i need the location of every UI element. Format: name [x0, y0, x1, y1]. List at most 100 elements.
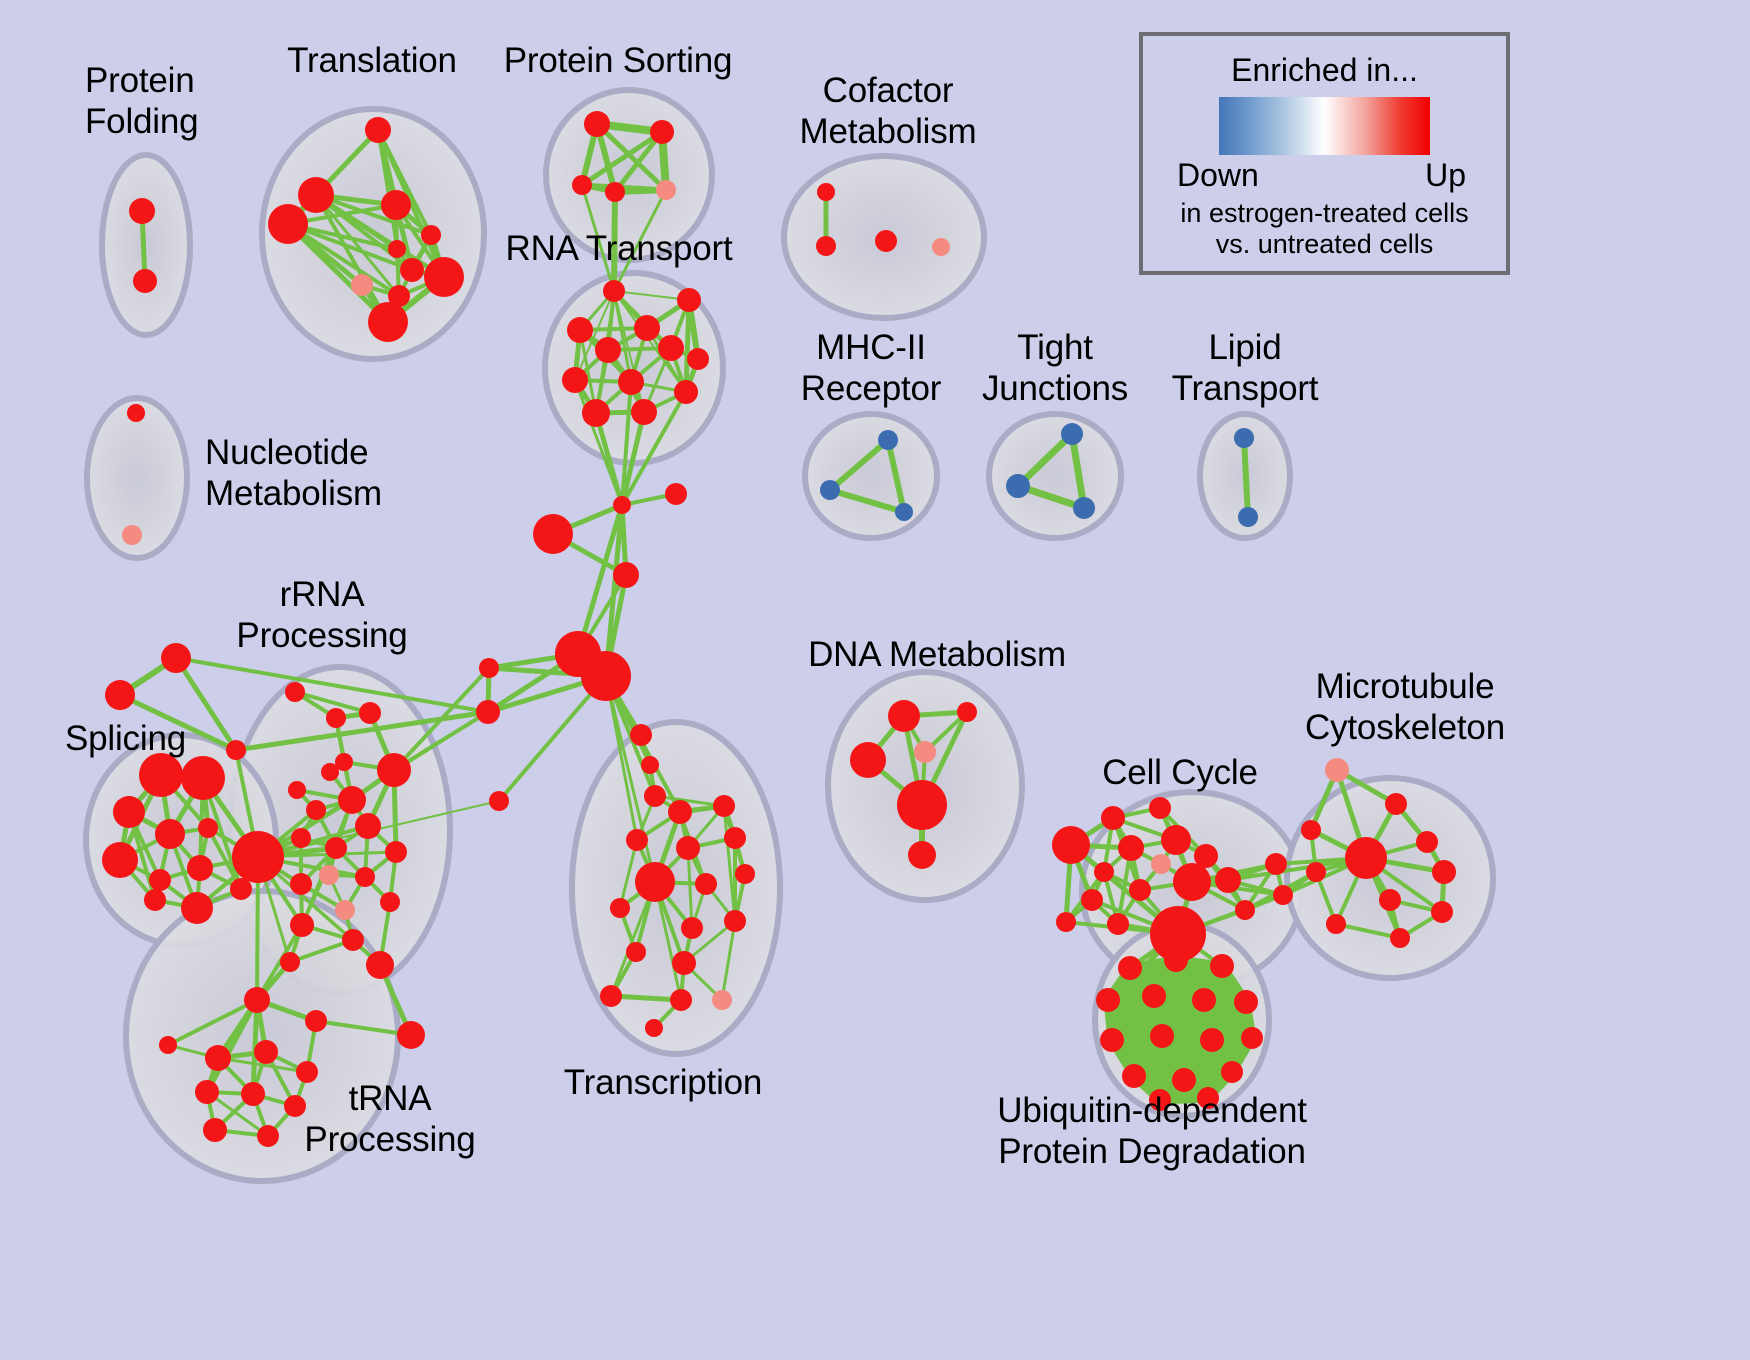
network-node[interactable] [1096, 988, 1120, 1012]
network-node[interactable] [476, 700, 500, 724]
network-node[interactable] [584, 111, 610, 137]
network-node[interactable] [1149, 797, 1171, 819]
network-node[interactable] [1326, 914, 1346, 934]
network-node[interactable] [1235, 900, 1255, 920]
network-node[interactable] [1273, 885, 1293, 905]
network-node[interactable] [241, 1082, 265, 1106]
network-node[interactable] [1197, 1087, 1219, 1109]
network-node[interactable] [1234, 428, 1254, 448]
network-node[interactable] [677, 288, 701, 312]
network-node[interactable] [1118, 956, 1142, 980]
network-node[interactable] [634, 315, 660, 341]
network-node[interactable] [144, 889, 166, 911]
network-node[interactable] [326, 708, 346, 728]
network-node[interactable] [724, 827, 746, 849]
network-node[interactable] [668, 800, 692, 824]
network-node[interactable] [1301, 820, 1321, 840]
network-node[interactable] [658, 335, 684, 361]
network-node[interactable] [735, 864, 755, 884]
network-node[interactable] [850, 742, 886, 778]
network-node[interactable] [1345, 837, 1387, 879]
network-node[interactable] [335, 900, 355, 920]
network-node[interactable] [400, 258, 424, 282]
network-node[interactable] [672, 951, 696, 975]
network-node[interactable] [1432, 860, 1456, 884]
network-node[interactable] [613, 562, 639, 588]
network-node[interactable] [298, 177, 334, 213]
network-node[interactable] [1416, 831, 1438, 853]
network-node[interactable] [489, 791, 509, 811]
network-node[interactable] [377, 753, 411, 787]
network-node[interactable] [1431, 901, 1453, 923]
network-node[interactable] [366, 951, 394, 979]
network-node[interactable] [1151, 854, 1171, 874]
network-node[interactable] [1081, 889, 1103, 911]
network-node[interactable] [1100, 1028, 1124, 1052]
network-node[interactable] [610, 898, 630, 918]
network-node[interactable] [600, 985, 622, 1007]
network-node[interactable] [695, 873, 717, 895]
network-node[interactable] [1006, 474, 1030, 498]
network-node[interactable] [321, 763, 339, 781]
network-node[interactable] [1306, 862, 1326, 882]
network-node[interactable] [1056, 912, 1076, 932]
network-node[interactable] [1073, 497, 1095, 519]
network-node[interactable] [1194, 844, 1218, 868]
network-node[interactable] [724, 910, 746, 932]
network-node[interactable] [296, 1061, 318, 1083]
network-node[interactable] [342, 929, 364, 951]
network-node[interactable] [1215, 867, 1241, 893]
network-node[interactable] [1142, 984, 1166, 1008]
network-node[interactable] [338, 786, 366, 814]
network-node[interactable] [595, 337, 621, 363]
network-node[interactable] [388, 285, 410, 307]
network-node[interactable] [665, 483, 687, 505]
network-node[interactable] [712, 990, 732, 1010]
network-node[interactable] [285, 682, 305, 702]
network-node[interactable] [424, 257, 464, 297]
network-node[interactable] [626, 829, 648, 851]
network-node[interactable] [820, 480, 840, 500]
network-node[interactable] [1210, 954, 1234, 978]
network-node[interactable] [195, 1080, 219, 1104]
network-node[interactable] [388, 240, 406, 258]
network-node[interactable] [626, 942, 646, 962]
network-node[interactable] [159, 1036, 177, 1054]
network-node[interactable] [149, 869, 171, 891]
network-node[interactable] [368, 302, 408, 342]
network-node[interactable] [385, 841, 407, 863]
network-node[interactable] [1221, 1061, 1243, 1083]
network-node[interactable] [687, 348, 709, 370]
network-node[interactable] [582, 399, 610, 427]
network-node[interactable] [635, 862, 675, 902]
network-node[interactable] [105, 680, 135, 710]
network-node[interactable] [1325, 758, 1349, 782]
network-node[interactable] [161, 643, 191, 673]
network-node[interactable] [205, 1045, 231, 1071]
network-node[interactable] [335, 753, 353, 771]
network-node[interactable] [319, 865, 339, 885]
network-node[interactable] [305, 1010, 327, 1032]
network-node[interactable] [291, 828, 311, 848]
network-node[interactable] [127, 404, 145, 422]
network-node[interactable] [479, 658, 499, 678]
network-node[interactable] [421, 225, 441, 245]
network-node[interactable] [897, 780, 947, 830]
network-node[interactable] [155, 819, 185, 849]
network-node[interactable] [1390, 928, 1410, 948]
network-node[interactable] [676, 836, 700, 860]
network-node[interactable] [232, 831, 284, 883]
network-node[interactable] [1129, 879, 1151, 901]
network-node[interactable] [562, 367, 588, 393]
network-node[interactable] [650, 120, 674, 144]
network-node[interactable] [1265, 853, 1287, 875]
network-node[interactable] [133, 269, 157, 293]
network-node[interactable] [122, 525, 142, 545]
network-node[interactable] [1061, 423, 1083, 445]
network-node[interactable] [181, 892, 213, 924]
network-node[interactable] [713, 795, 735, 817]
network-node[interactable] [605, 182, 625, 202]
network-node[interactable] [1052, 826, 1090, 864]
network-node[interactable] [1238, 507, 1258, 527]
network-node[interactable] [1164, 948, 1188, 972]
